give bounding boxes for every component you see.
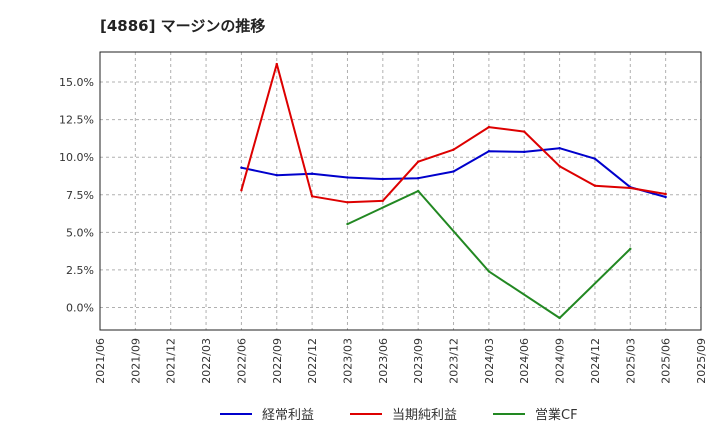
data-point [310,172,314,175]
x-tick-label: 2024/09 [554,338,567,384]
y-tick-label: 7.5% [66,189,94,202]
y-tick-label: 12.5% [59,114,94,127]
y-tick-label: 15.0% [59,76,94,89]
data-point [416,177,420,180]
x-tick-label: 2023/06 [377,338,390,384]
x-axis-ticks: 2021/06 2021/09 2021/12 2022/03 2022/06 2022/… [94,338,708,384]
data-point [346,176,349,179]
data-point [275,62,278,66]
data-point [416,189,420,193]
x-tick-label: 2022/09 [271,338,284,384]
y-tick-label: 2.5% [66,264,94,277]
data-point [487,270,491,273]
data-point [523,130,526,133]
y-tick-label: 10.0% [59,151,94,164]
data-point [593,157,597,160]
data-point [664,195,667,199]
data-point [452,148,455,151]
data-point [452,170,455,173]
data-point [593,184,597,187]
x-tick-label: 2024/06 [518,338,531,384]
x-tick-label: 2025/09 [695,338,708,384]
x-tick-label: 2021/06 [94,338,107,384]
data-point [629,247,632,251]
data-point [523,150,526,154]
y-tick-label: 0.0% [66,301,94,314]
x-tick-label: 2022/06 [235,338,248,384]
data-point [240,166,243,169]
data-point [381,177,385,181]
data-point [558,146,561,150]
data-point [416,160,420,163]
y-axis-ticks: 0.0% 2.5% 5.0% 7.5% 10.0% 12.5% 15.0% [59,76,94,314]
x-tick-label: 2022/12 [306,338,319,384]
x-tick-label: 2024/03 [483,338,496,384]
data-point [346,201,349,204]
data-point [346,222,349,226]
plot-frame [99,51,702,331]
grid-lines [99,52,702,330]
x-tick-label: 2021/12 [165,338,178,384]
data-point [381,199,385,202]
legend-label: 営業CF [535,407,578,423]
y-tick-label: 5.0% [66,226,94,239]
x-tick-label: 2025/03 [624,338,637,384]
x-tick-label: 2025/06 [660,338,673,384]
x-tick-label: 2021/09 [129,338,142,384]
data-point [240,189,243,192]
x-tick-label: 2023/09 [412,338,425,384]
x-tick-label: 2024/12 [589,338,602,384]
x-tick-label: 2023/12 [448,338,461,384]
data-point [487,125,491,129]
legend-label: 当期純利益 [392,408,457,423]
legend: 経常利益 当期純利益 営業CF [220,407,578,423]
data-point [487,149,491,153]
data-point [629,186,632,190]
chart-title: [4886] マージンの推移 [100,17,265,35]
data-point [310,195,314,198]
data-point [664,192,667,196]
data-point [558,165,561,168]
legend-label: 経常利益 [262,408,314,423]
data-point [275,174,278,177]
x-tick-label: 2023/03 [341,338,354,384]
x-tick-label: 2022/03 [200,338,213,384]
data-point [558,316,561,320]
series-lines [240,62,667,320]
